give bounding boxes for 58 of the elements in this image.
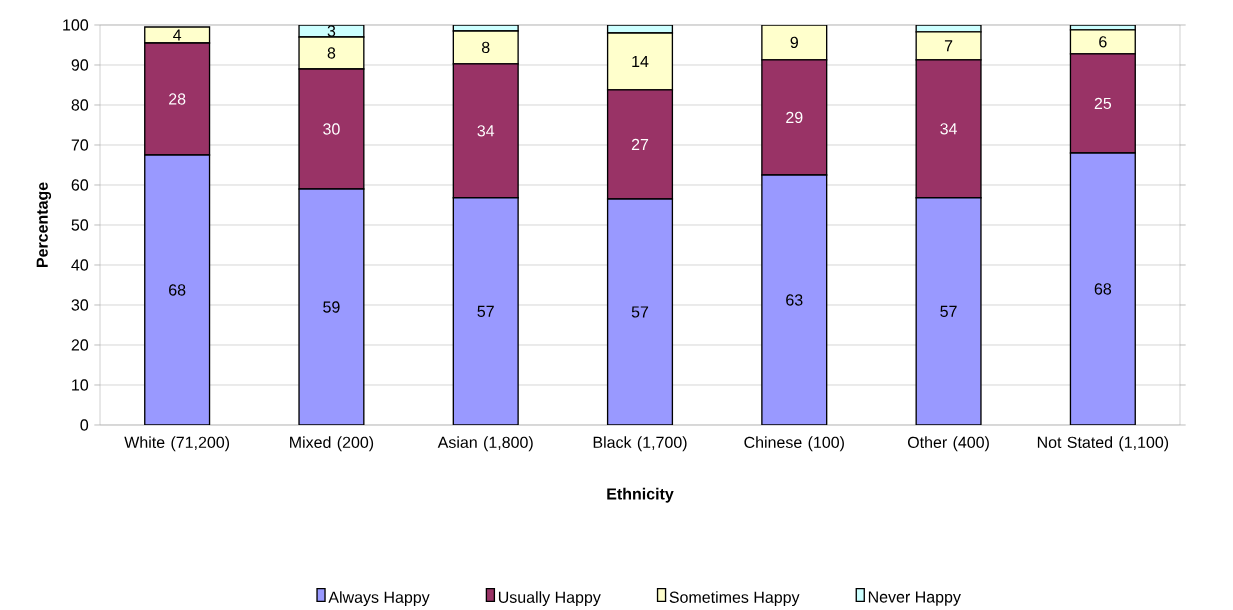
- data-label: 28: [169, 93, 186, 105]
- data-label: 57: [477, 305, 494, 317]
- y-tick-label: 50: [71, 219, 89, 231]
- data-label: 6: [1099, 36, 1107, 48]
- y-tick-label: 90: [71, 59, 89, 71]
- y-tick-label: 0: [80, 419, 89, 431]
- y-tick-label: 30: [71, 299, 89, 311]
- data-label: 59: [323, 301, 340, 313]
- data-label: 25: [1094, 97, 1112, 110]
- x-tick-label: Asian (1,800): [437, 436, 533, 452]
- data-label: 3: [327, 25, 336, 37]
- x-tick-label: Black (1,700): [593, 436, 687, 452]
- x-tick-label: Chinese (100): [744, 436, 844, 452]
- legend-label: Never Happy: [868, 591, 961, 606]
- data-label: 29: [786, 111, 803, 124]
- data-label: 63: [786, 294, 803, 306]
- y-tick-label: 70: [71, 139, 89, 151]
- data-label: 27: [631, 138, 649, 150]
- bar: [761, 174, 828, 425]
- bar: [606, 32, 674, 91]
- data-label: 68: [1094, 283, 1112, 295]
- data-label: 8: [481, 41, 490, 54]
- y-tick-label: 100: [63, 19, 89, 31]
- data-label: 9: [790, 36, 798, 49]
- bar: [915, 31, 982, 61]
- y-tick-label: 40: [71, 259, 89, 271]
- x-tick-label: White (71,200): [124, 436, 230, 452]
- bar: [452, 197, 519, 425]
- bar: [915, 197, 982, 425]
- data-label: 68: [169, 284, 186, 296]
- data-label: 57: [631, 306, 649, 318]
- data-label: 4: [173, 29, 182, 41]
- x-tick-label: Not Stated (1,100): [1037, 436, 1169, 452]
- y-tick-label: 60: [71, 179, 89, 191]
- data-label: 57: [940, 305, 957, 317]
- legend-label: Always Happy: [328, 591, 430, 607]
- legend-label: Sometimes Happy: [669, 591, 800, 607]
- bar: [144, 154, 211, 425]
- bar: [761, 24, 828, 61]
- y-tick-label: 80: [71, 99, 89, 111]
- data-label: 30: [323, 123, 340, 135]
- data-label: 34: [940, 123, 957, 135]
- y-tick-label: 20: [71, 339, 89, 351]
- data-label: 7: [944, 40, 953, 52]
- x-tick-label: Mixed (200): [290, 436, 374, 452]
- y-tick-label: 10: [72, 379, 89, 391]
- bar: [1069, 152, 1136, 425]
- bar: [1069, 29, 1136, 55]
- data-label: 34: [477, 125, 495, 137]
- data-label: 14: [632, 55, 649, 67]
- x-tick-label: Other (400): [907, 436, 989, 452]
- bar: [298, 188, 365, 425]
- x-axis-title: Ethnicity: [607, 487, 674, 503]
- bar: [606, 198, 674, 425]
- legend-label: Usually Happy: [498, 591, 601, 607]
- bar: [452, 30, 519, 65]
- y-axis-title: Percentage: [36, 182, 52, 268]
- data-label: 8: [327, 47, 336, 59]
